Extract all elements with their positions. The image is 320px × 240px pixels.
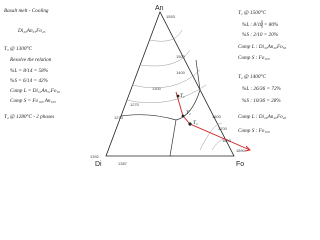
note: T₃ @ 1300°C — [4, 45, 33, 52]
marker: T₃ — [193, 120, 198, 126]
arrow-head — [244, 145, 251, 152]
isotherm-label: 1400 — [176, 70, 186, 75]
note: T₄ @ 1280°C - 2 phases — [4, 113, 54, 120]
temp-label: 1553 — [166, 14, 176, 19]
marker: T₂ — [186, 110, 191, 116]
note: Comp L : Di₃₀An₂₀Fo₅₀ — [238, 44, 287, 50]
note: %L : 8/10 = 80% — [242, 22, 279, 28]
note: T₂ @ 1400°C — [238, 73, 267, 80]
isotherm-label: 1800 — [222, 138, 232, 143]
isotherm-label: 1700 — [218, 126, 228, 131]
note: Comp S : Fo₁₀₀ — [238, 128, 270, 134]
path — [175, 91, 251, 151]
vertex-label: Di — [95, 161, 102, 168]
temp-label: 1387 — [118, 161, 128, 166]
note: Di₂₀An₃₅Fo₄₅ — [17, 28, 46, 34]
isotherm-label: 1600 — [212, 114, 222, 119]
vertex-label: Fo — [236, 161, 244, 168]
lecture-frame: An Di Fo 1553 1890 1392 1270 1274 1387 1… — [0, 0, 320, 180]
note: Comp L : Di₂₀An₄₀Fo₄₀ — [238, 114, 287, 120]
isotherm-label: 1500 — [176, 54, 186, 59]
vertex-label: An — [155, 5, 164, 12]
note: Comp S : Fo₁₀₀ — [238, 55, 270, 61]
note: %L = 8/14 = 58% — [10, 67, 49, 74]
point — [181, 114, 185, 118]
note: Comp L = Di₃₃An₅₁Fo₁₆ — [10, 88, 60, 94]
note: Comp S = Fo₁₀₀ An₁₀₀ — [10, 98, 56, 104]
note: %S : 10/36 = 28% — [242, 98, 281, 104]
note: Basalt melt - Cooling — [4, 8, 49, 14]
diagram — [105, 11, 263, 157]
note: Resolve the relation — [9, 57, 52, 63]
marker: T₁ — [180, 93, 185, 99]
background — [0, 0, 320, 180]
note: %S : 2/10 = 20% — [242, 32, 279, 38]
temp-label: 1274 — [114, 115, 124, 120]
note: T₁ @ 1500°C — [238, 9, 267, 16]
cotectic — [120, 59, 201, 157]
isotherm-label: 1300 — [152, 86, 162, 91]
point — [188, 122, 192, 126]
note: %S = 6/14 = 42% — [10, 77, 49, 84]
note: %L : 26/36 = 72% — [242, 86, 282, 92]
temp-label: 1392 — [90, 154, 100, 159]
temp-label: 1890 — [236, 148, 246, 153]
point — [176, 94, 180, 98]
isotherms — [125, 29, 229, 151]
temp-label: 1270 — [130, 102, 140, 107]
